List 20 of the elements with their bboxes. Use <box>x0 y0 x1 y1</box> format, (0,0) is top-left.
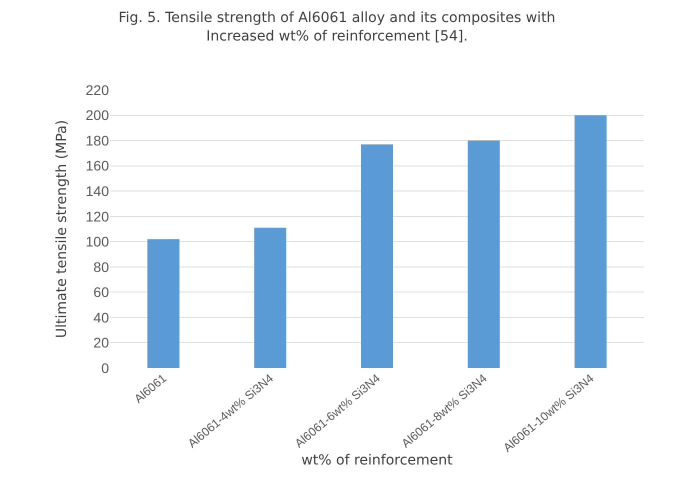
x-axis-title: wt% of reinforcement <box>301 452 454 468</box>
y-tick-label: 140 <box>86 182 110 199</box>
y-axis-title: Ultimate tensile strength (MPa) <box>54 120 70 338</box>
y-tick-label: 180 <box>86 132 110 148</box>
y-tick-label: 60 <box>93 284 110 300</box>
bar <box>147 239 180 368</box>
y-tick-label: 200 <box>86 107 110 124</box>
y-tick-label: 100 <box>86 234 110 250</box>
y-tick-label: 80 <box>93 258 110 275</box>
y-tick-label: 20 <box>93 334 110 351</box>
chart-title: Fig. 5. Tensile strength of Al6061 alloy and its composites with Increased wt% of reinforcement [54]. <box>118 10 556 44</box>
bar <box>254 228 286 368</box>
y-tick-label: 0 <box>101 360 110 376</box>
bar <box>468 140 500 368</box>
y-tick-label: 120 <box>86 208 110 224</box>
y-tick-label: 160 <box>86 158 110 174</box>
y-tick-label: 40 <box>93 309 110 326</box>
y-tick-label: 220 <box>86 82 110 98</box>
bar <box>574 115 607 368</box>
bar <box>360 144 394 368</box>
